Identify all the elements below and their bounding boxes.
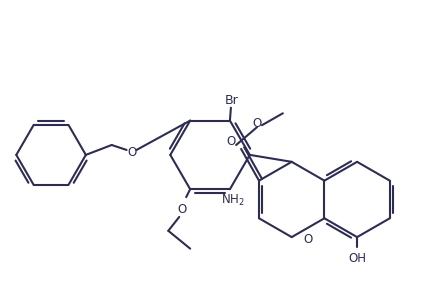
Text: Br: Br [225,94,239,107]
Text: O: O [303,233,312,246]
Text: NH$_2$: NH$_2$ [221,193,245,208]
Text: OH: OH [348,252,366,265]
Text: O: O [178,203,187,216]
Text: O: O [226,135,236,147]
Text: O: O [127,147,136,160]
Text: O: O [252,117,262,130]
